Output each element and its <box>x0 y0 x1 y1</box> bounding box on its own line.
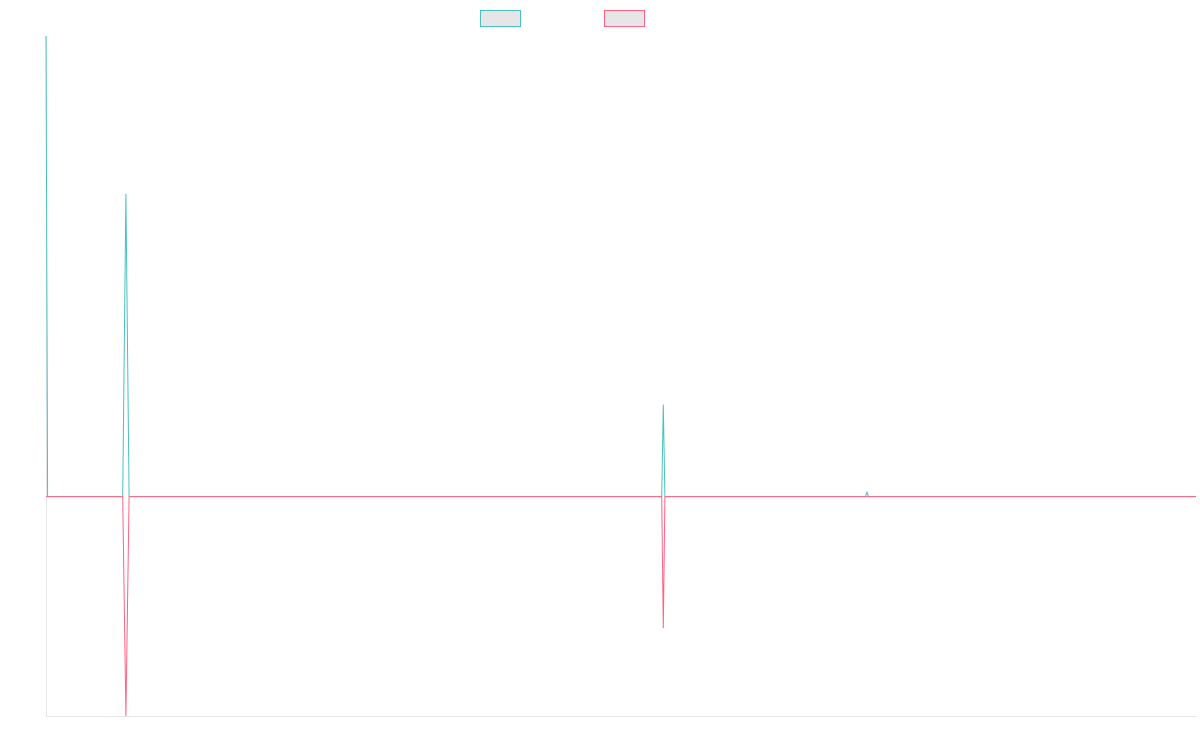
legend <box>480 10 645 27</box>
series-line-2 <box>46 496 1196 717</box>
legend-swatch-1[interactable] <box>480 10 521 27</box>
series-line-1 <box>45 35 1196 498</box>
chart-axes <box>46 36 1196 717</box>
legend-swatch-2[interactable] <box>604 10 645 27</box>
plot-area <box>45 35 1196 717</box>
